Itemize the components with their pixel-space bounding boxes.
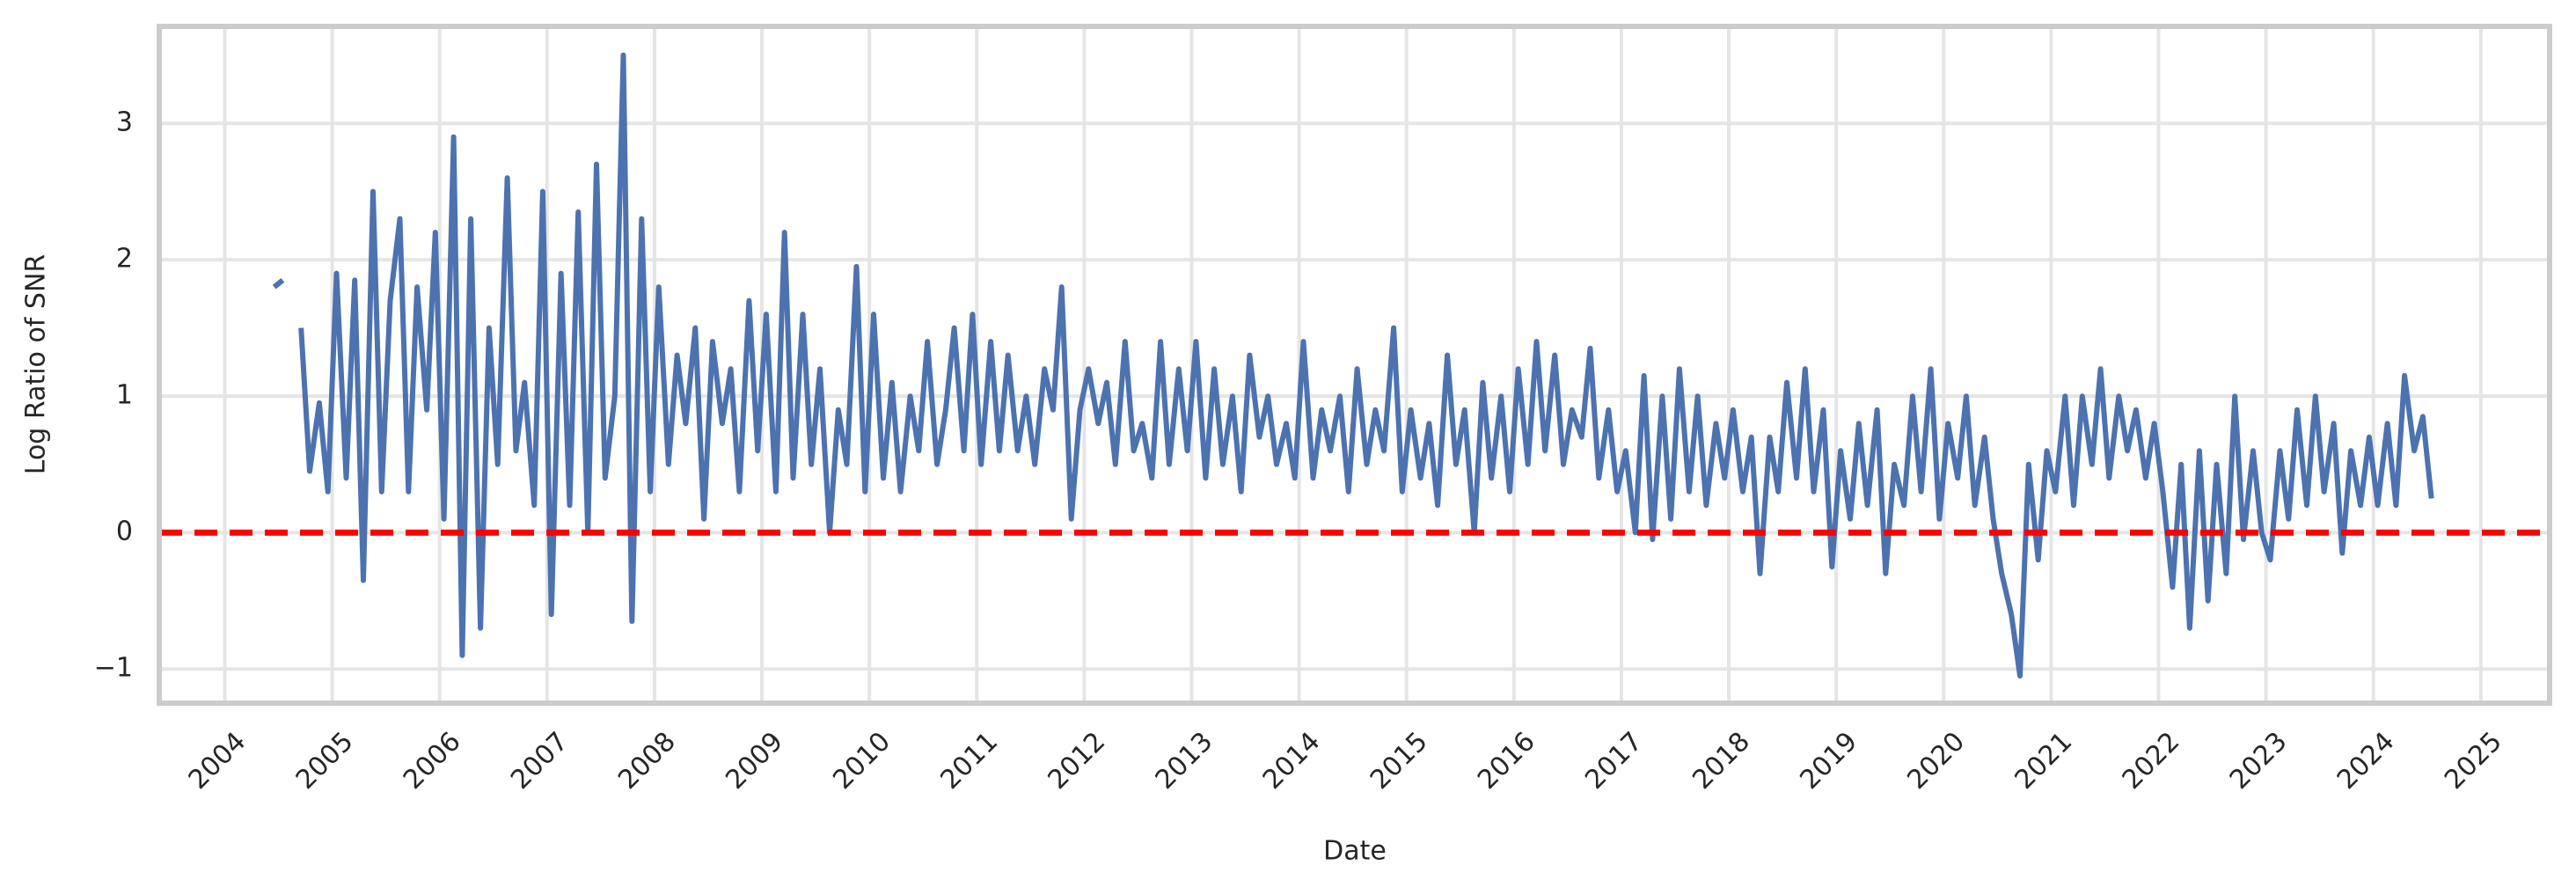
x-tick-label: 2020 <box>1901 726 1971 796</box>
x-tick-label: 2007 <box>505 726 574 796</box>
x-tick-label: 2010 <box>827 726 896 796</box>
x-tick-label: 2014 <box>1257 726 1327 796</box>
x-tick-label: 2023 <box>2224 726 2294 796</box>
x-tick-label: 2013 <box>1150 726 1219 796</box>
y-tick-label: 0 <box>116 517 133 547</box>
y-tick-label: 1 <box>116 380 133 411</box>
x-tick-label: 2005 <box>290 726 360 796</box>
x-tick-label: 2012 <box>1043 726 1112 796</box>
y-axis-title: Log Ratio of SNR <box>21 254 52 474</box>
x-tick-label: 2016 <box>1472 726 1541 796</box>
x-tick-label: 2019 <box>1794 726 1863 796</box>
x-axis-title: Date <box>1323 836 1387 867</box>
x-tick-label: 2024 <box>2331 726 2401 796</box>
x-tick-label: 2018 <box>1687 726 1756 796</box>
x-tick-label: 2015 <box>1365 726 1434 796</box>
y-tick-label: 2 <box>116 244 133 275</box>
y-tick-label: −1 <box>94 653 133 684</box>
x-tick-label: 2008 <box>612 726 682 796</box>
x-tick-label: 2011 <box>934 726 1004 796</box>
x-tick-label: 2006 <box>398 726 467 796</box>
x-tick-label: 2009 <box>720 726 789 796</box>
x-tick-label: 2025 <box>2439 726 2508 796</box>
x-tick-label: 2017 <box>1579 726 1649 796</box>
y-tick-label: 3 <box>116 107 133 138</box>
plot-frame <box>157 24 2552 706</box>
x-tick-label: 2021 <box>2009 726 2079 796</box>
data-line <box>272 52 2434 679</box>
x-tick-label: 2022 <box>2117 726 2186 796</box>
x-tick-label: 2004 <box>183 726 252 796</box>
